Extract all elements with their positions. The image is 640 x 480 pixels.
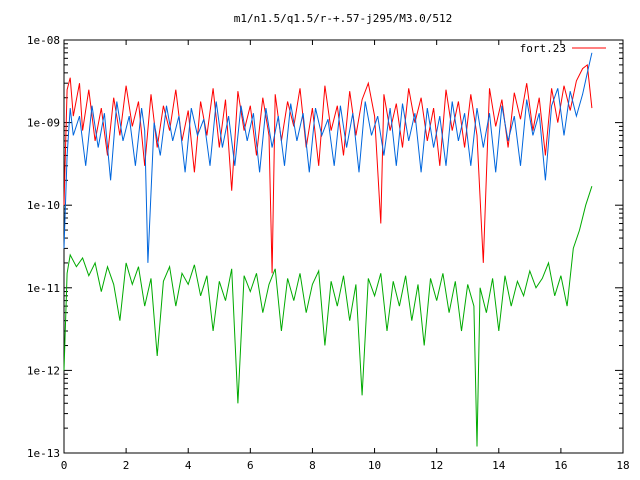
series-line-green — [63, 186, 593, 447]
x-tick-label: 10 — [368, 459, 381, 472]
x-tick-label: 0 — [61, 459, 68, 472]
y-tick-label: 1e-12 — [27, 364, 60, 377]
x-tick-label: 12 — [430, 459, 443, 472]
x-tick-label: 18 — [616, 459, 629, 472]
legend-label: fort.23 — [520, 42, 566, 55]
chart-title: m1/n1.5/q1.5/r-+.57-j295/M3.0/512 — [234, 12, 453, 25]
x-tick-label: 6 — [247, 459, 254, 472]
y-tick-label: 1e-11 — [27, 282, 60, 295]
x-tick-label: 2 — [123, 459, 130, 472]
y-tick-label: 1e-10 — [27, 199, 60, 212]
legend: fort.23 — [520, 42, 606, 55]
x-tick-label: 4 — [185, 459, 192, 472]
y-axis-ticks: 1e-13 1e-12 1e-11 1e-10 1e-09 1e-08 — [27, 34, 623, 460]
x-tick-label: 16 — [554, 459, 567, 472]
y-tick-label: 1e-13 — [27, 447, 60, 460]
series-line-red — [63, 63, 593, 274]
x-axis-ticks: 0 2 4 6 8 10 12 14 16 18 — [61, 40, 630, 472]
x-tick-label: 8 — [309, 459, 316, 472]
series-line-blue — [63, 52, 593, 263]
y-tick-label: 1e-08 — [27, 34, 60, 47]
series-group — [63, 52, 593, 447]
y-tick-label: 1e-09 — [27, 117, 60, 130]
x-tick-label: 14 — [492, 459, 506, 472]
